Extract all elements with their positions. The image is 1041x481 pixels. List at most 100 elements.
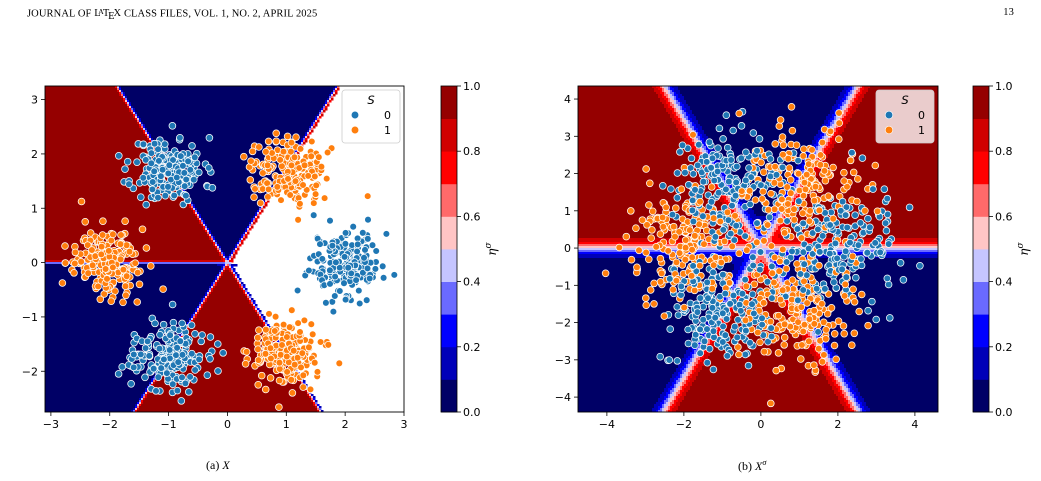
scatter-point-class-1 bbox=[107, 297, 115, 305]
scatter-point-class-1 bbox=[283, 352, 291, 361]
scatter-point-class-0 bbox=[708, 304, 717, 312]
y-tick-label: −2 bbox=[555, 317, 571, 330]
scatter-point-class-0 bbox=[756, 265, 764, 274]
scatter-point-class-0 bbox=[219, 349, 227, 357]
scatter-point-class-0 bbox=[169, 156, 177, 164]
scatter-point-class-0 bbox=[696, 294, 705, 302]
scatter-point-class-1 bbox=[819, 318, 828, 327]
scatter-point-class-1 bbox=[105, 247, 113, 255]
scatter-point-class-1 bbox=[799, 327, 807, 336]
scatter-point-class-1 bbox=[277, 196, 285, 204]
scatter-point-class-1 bbox=[830, 330, 839, 338]
scatter-point-class-1 bbox=[770, 253, 779, 262]
legend-label-1: 1 bbox=[384, 124, 391, 137]
scatter-point-class-0 bbox=[355, 286, 363, 295]
scatter-point-class-0 bbox=[709, 365, 718, 374]
scatter-point-class-0 bbox=[666, 275, 674, 283]
scatter-point-class-0 bbox=[142, 156, 150, 164]
scatter-point-class-0 bbox=[180, 169, 189, 177]
scatter-point-class-1 bbox=[830, 341, 839, 350]
scatter-point-class-0 bbox=[178, 351, 187, 359]
scatter-point-class-1 bbox=[138, 225, 147, 234]
scatter-point-class-0 bbox=[830, 278, 838, 286]
scatter-point-class-0 bbox=[372, 247, 380, 255]
scatter-point-class-0 bbox=[733, 162, 741, 171]
scatter-point-class-1 bbox=[117, 231, 125, 239]
scatter-point-class-1 bbox=[635, 246, 643, 255]
scatter-point-class-1 bbox=[779, 141, 788, 149]
scatter-point-class-0 bbox=[719, 309, 727, 318]
scatter-point-class-1 bbox=[315, 153, 323, 161]
colorbar-band bbox=[973, 118, 989, 152]
colorbar-band bbox=[973, 281, 989, 315]
scatter-point-class-1 bbox=[805, 315, 814, 323]
scatter-point-class-0 bbox=[756, 248, 765, 256]
scatter-point-class-1 bbox=[778, 286, 787, 294]
scatter-point-class-1 bbox=[780, 341, 788, 349]
scatter-point-class-1 bbox=[804, 160, 813, 168]
scatter-point-class-0 bbox=[176, 134, 184, 142]
scatter-point-class-0 bbox=[190, 175, 198, 184]
scatter-point-class-0 bbox=[804, 244, 813, 253]
scatter-point-class-1 bbox=[310, 358, 319, 367]
scatter-point-class-0 bbox=[145, 352, 153, 360]
scatter-point-class-1 bbox=[276, 156, 284, 164]
scatter-point-class-0 bbox=[693, 161, 702, 170]
scatter-point-class-0 bbox=[856, 219, 865, 227]
legend-label-0: 0 bbox=[384, 109, 391, 122]
scatter-point-class-0 bbox=[331, 272, 339, 281]
legend-label-0: 0 bbox=[918, 109, 925, 122]
scatter-point-class-1 bbox=[122, 291, 130, 300]
scatter-point-class-0 bbox=[341, 229, 350, 237]
scatter-point-class-1 bbox=[292, 133, 300, 141]
scatter-point-class-0 bbox=[726, 300, 734, 308]
scatter-point-class-0 bbox=[749, 261, 757, 270]
scatter-point-class-0 bbox=[864, 306, 872, 315]
scatter-point-class-1 bbox=[669, 285, 677, 294]
scatter-point-class-0 bbox=[783, 217, 791, 225]
scatter-point-class-0 bbox=[857, 255, 865, 263]
scatter-point-class-1 bbox=[642, 294, 650, 302]
scatter-point-class-1 bbox=[290, 360, 299, 369]
scatter-point-class-0 bbox=[178, 319, 186, 328]
scatter-point-class-1 bbox=[266, 374, 275, 382]
scatter-point-class-1 bbox=[815, 261, 823, 270]
scatter-point-class-1 bbox=[822, 326, 830, 334]
scatter-point-class-1 bbox=[308, 137, 316, 146]
scatter-point-class-0 bbox=[737, 122, 746, 130]
scatter-point-class-1 bbox=[800, 145, 808, 153]
scatter-point-class-0 bbox=[722, 111, 731, 119]
scatter-point-class-0 bbox=[689, 170, 698, 178]
scatter-point-class-1 bbox=[266, 344, 275, 352]
scatter-point-class-1 bbox=[300, 316, 309, 325]
legend: S0 1 bbox=[875, 89, 935, 144]
scatter-point-class-1 bbox=[775, 267, 783, 275]
scatter-point-class-0 bbox=[719, 338, 727, 346]
scatter-point-class-0 bbox=[866, 223, 874, 232]
scatter-point-class-1 bbox=[797, 234, 806, 242]
scatter-point-class-0 bbox=[125, 180, 133, 188]
colorbar-band bbox=[441, 216, 457, 250]
scatter-point-class-1 bbox=[133, 268, 142, 277]
scatter-point-class-1 bbox=[794, 169, 803, 178]
scatter-point-class-0 bbox=[758, 320, 766, 329]
x-tick-label: 2 bbox=[834, 418, 841, 431]
scatter-point-class-1 bbox=[648, 207, 657, 216]
scatter-point-class-1 bbox=[677, 185, 686, 193]
scatter-point-class-1 bbox=[675, 228, 683, 236]
scatter-point-class-1 bbox=[285, 323, 294, 331]
scatter-point-class-0 bbox=[746, 200, 754, 209]
scatter-point-class-0 bbox=[722, 315, 731, 323]
colorbar-frame bbox=[440, 85, 458, 413]
scatter-point-class-1 bbox=[811, 182, 820, 191]
scatter-point-class-0 bbox=[723, 143, 732, 152]
scatter-point-class-0 bbox=[208, 184, 217, 192]
scatter-point-class-1 bbox=[821, 176, 830, 185]
scatter-point-class-0 bbox=[361, 246, 369, 254]
scatter-point-class-0 bbox=[665, 356, 674, 364]
scatter-point-class-1 bbox=[88, 246, 96, 254]
scatter-point-class-0 bbox=[837, 207, 845, 215]
scatter-point-class-1 bbox=[271, 312, 280, 321]
scatter-point-class-0 bbox=[705, 138, 714, 146]
scatter-point-class-0 bbox=[364, 215, 372, 224]
